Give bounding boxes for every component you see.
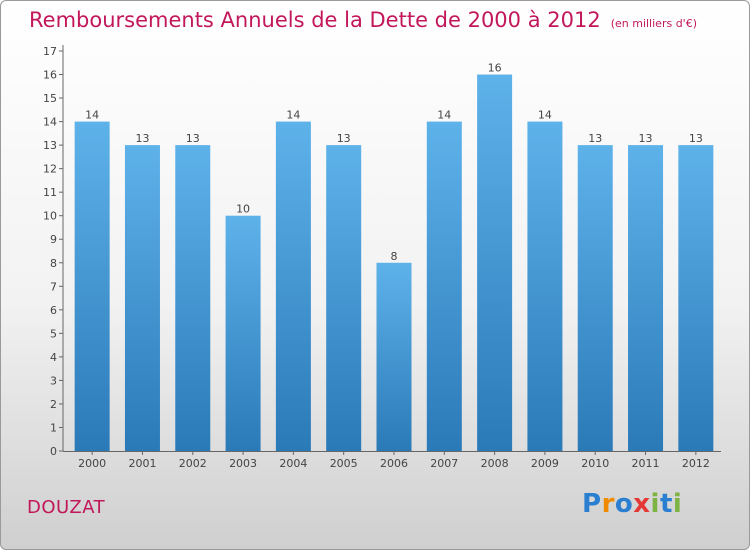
y-tick-label: 9 — [50, 233, 57, 246]
y-tick-label: 4 — [50, 351, 57, 364]
bar — [74, 121, 110, 452]
y-tick-label: 0 — [50, 445, 57, 458]
y-tick-label: 10 — [43, 210, 57, 223]
logo-letter: i — [672, 489, 683, 519]
bar — [426, 121, 462, 452]
data-label: 14 — [85, 109, 99, 122]
y-tick-label: 3 — [50, 374, 57, 387]
x-tick-label: 2009 — [531, 457, 559, 470]
logo-letter: x — [633, 489, 651, 519]
data-label: 13 — [186, 132, 200, 145]
y-tick-label: 11 — [43, 186, 57, 199]
y-tick-label: 6 — [50, 304, 57, 317]
y-tick-label: 7 — [50, 280, 57, 293]
x-tick-label: 2006 — [380, 457, 408, 470]
y-tick-label: 8 — [50, 257, 57, 270]
x-tick-label: 2002 — [179, 457, 207, 470]
y-tick-label: 1 — [50, 421, 57, 434]
x-tick-label: 2004 — [279, 457, 307, 470]
data-label: 16 — [488, 62, 502, 75]
x-tick-label: 2011 — [632, 457, 660, 470]
y-tick-label: 13 — [43, 139, 57, 152]
data-label: 13 — [689, 132, 703, 145]
data-label: 13 — [135, 132, 149, 145]
logo-letter: o — [614, 489, 634, 519]
city-name: DOUZAT — [27, 497, 106, 518]
data-label: 14 — [437, 109, 451, 122]
y-tick-label: 17 — [43, 45, 57, 58]
data-label: 14 — [538, 109, 552, 122]
logo-letter: r — [601, 489, 615, 519]
x-tick-label: 2008 — [481, 457, 509, 470]
y-tick-label: 12 — [43, 163, 57, 176]
bar — [326, 145, 362, 451]
data-label: 13 — [588, 132, 602, 145]
bar — [628, 145, 664, 451]
bar — [477, 74, 513, 451]
bar — [225, 215, 261, 451]
data-label: 14 — [286, 109, 300, 122]
y-tick-label: 5 — [50, 327, 57, 340]
bar — [577, 145, 613, 451]
data-label: 13 — [639, 132, 653, 145]
x-tick-label: 2010 — [581, 457, 609, 470]
chart-subtitle: (en milliers d'€) — [610, 17, 697, 30]
bar — [678, 145, 714, 451]
bar — [275, 121, 311, 452]
x-tick-label: 2003 — [229, 457, 257, 470]
proxiti-logo: Proxiti — [582, 489, 682, 519]
x-tick-label: 2000 — [78, 457, 106, 470]
x-tick-label: 2005 — [330, 457, 358, 470]
logo-letter: i — [650, 489, 660, 519]
y-tick-label: 14 — [43, 116, 57, 129]
logo-letter: P — [582, 489, 602, 519]
x-tick-label: 2012 — [682, 457, 710, 470]
chart-title: Remboursements Annuels de la Dette de 20… — [29, 8, 697, 32]
data-label: 8 — [391, 250, 398, 263]
bar — [527, 121, 563, 452]
bar — [124, 145, 160, 451]
data-label: 10 — [236, 203, 250, 216]
logo-letter: t — [659, 489, 673, 519]
y-tick-label: 15 — [43, 92, 57, 105]
y-tick-label: 2 — [50, 398, 57, 411]
data-label: 13 — [337, 132, 351, 145]
y-tick-label: 16 — [43, 69, 57, 82]
chart-title-text: Remboursements Annuels de la Dette de 20… — [29, 8, 601, 32]
x-tick-label: 2007 — [430, 457, 458, 470]
bar — [175, 145, 211, 451]
x-tick-label: 2001 — [128, 457, 156, 470]
bar — [376, 262, 412, 451]
